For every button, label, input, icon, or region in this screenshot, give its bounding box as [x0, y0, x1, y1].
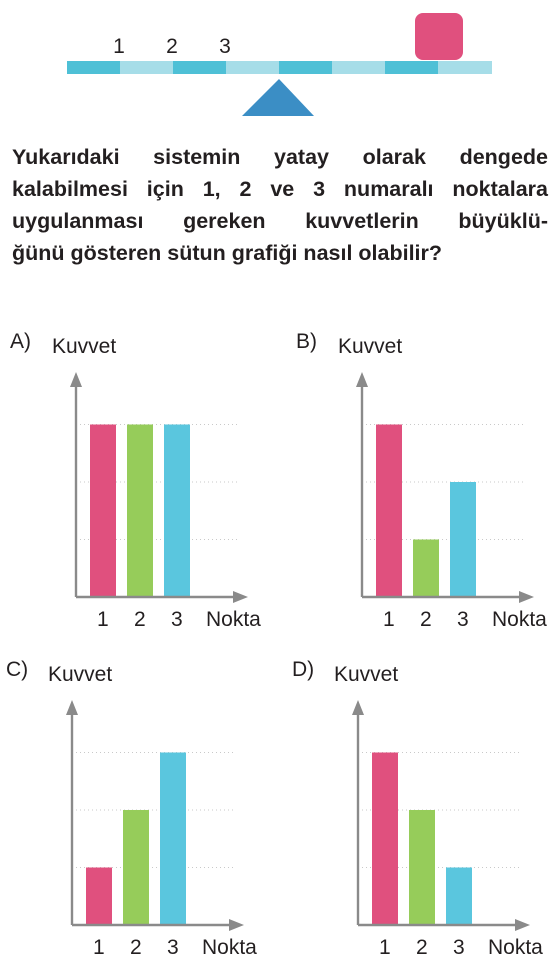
bar-point-2 [413, 539, 439, 597]
y-axis-arrow-icon [356, 372, 368, 387]
x-tick-label-2: 2 [130, 936, 142, 959]
x-axis-label: Nokta [492, 608, 547, 631]
x-tick-label-3: 3 [457, 608, 469, 631]
option-a[interactable]: A) Kuvvet 1 2 3 Nokta [0, 325, 278, 645]
y-axis-label: Kuvvet [52, 335, 117, 358]
x-tick-label-3: 3 [167, 936, 179, 959]
x-tick-label-1: 1 [93, 936, 105, 959]
lever-diagram: 1 2 3 [67, 13, 492, 116]
bar-point-2 [127, 424, 153, 597]
lever-point-label-3: 3 [219, 35, 231, 58]
y-axis-label: Kuvvet [48, 663, 113, 686]
lever-point-label-1: 1 [113, 35, 125, 58]
option-c[interactable]: C) Kuvvet 1 2 3 Nokta [0, 653, 274, 973]
x-axis-arrow-icon [519, 591, 534, 603]
y-axis-label: Kuvvet [338, 335, 403, 358]
question-line-4: ğünü gösteren sütun grafiği nasıl olabil… [12, 241, 443, 265]
bar-point-1 [86, 867, 112, 925]
x-axis-label: Nokta [488, 936, 543, 959]
lever-beam [67, 61, 492, 74]
bar-chart [352, 700, 530, 931]
option-letter: A) [10, 330, 31, 353]
question-line-3: uygulanması gereken kuvvetlerin büyüklü- [12, 209, 548, 233]
fulcrum-triangle [242, 79, 314, 116]
y-axis-arrow-icon [66, 700, 78, 715]
y-axis-label: Kuvvet [334, 663, 399, 686]
x-tick-label-2: 2 [420, 608, 432, 631]
x-tick-label-2: 2 [416, 936, 428, 959]
bar-point-1 [376, 424, 402, 597]
bar-chart [66, 700, 244, 931]
y-axis-arrow-icon [352, 700, 364, 715]
x-tick-label-1: 1 [97, 608, 109, 631]
option-letter: D) [292, 658, 315, 681]
x-axis-arrow-icon [233, 591, 248, 603]
question-text: Yukarıdaki sistemin yatay olarak dengede… [12, 141, 548, 269]
bar-point-1 [90, 424, 116, 597]
option-d[interactable]: D) Kuvvet 1 2 3 Nokta [282, 653, 557, 973]
bar-point-3 [450, 482, 476, 597]
x-tick-label-1: 1 [383, 608, 395, 631]
x-axis-arrow-icon [229, 919, 244, 931]
y-axis-arrow-icon [70, 372, 82, 387]
x-tick-label-3: 3 [453, 936, 465, 959]
bar-chart [356, 372, 534, 603]
bar-point-2 [409, 810, 435, 925]
lever-point-label-2: 2 [166, 35, 178, 58]
option-letter: B) [296, 330, 317, 353]
bar-chart [70, 372, 248, 603]
x-axis-arrow-icon [515, 919, 530, 931]
option-letter: C) [6, 658, 29, 681]
option-b[interactable]: B) Kuvvet 1 2 3 Nokta [286, 325, 557, 645]
bar-point-3 [160, 752, 186, 925]
weight-block [415, 13, 463, 60]
bar-point-3 [164, 424, 190, 597]
question-line-2: kalabilmesi için 1, 2 ve 3 numaralı nokt… [12, 177, 548, 201]
x-tick-label-3: 3 [171, 608, 183, 631]
x-axis-label: Nokta [202, 936, 257, 959]
bar-point-1 [372, 752, 398, 925]
x-axis-label: Nokta [206, 608, 261, 631]
x-tick-label-1: 1 [379, 936, 391, 959]
x-tick-label-2: 2 [134, 608, 146, 631]
bar-point-3 [446, 867, 472, 925]
question-line-1: Yukarıdaki sistemin yatay olarak dengede [12, 145, 548, 169]
bar-point-2 [123, 810, 149, 925]
